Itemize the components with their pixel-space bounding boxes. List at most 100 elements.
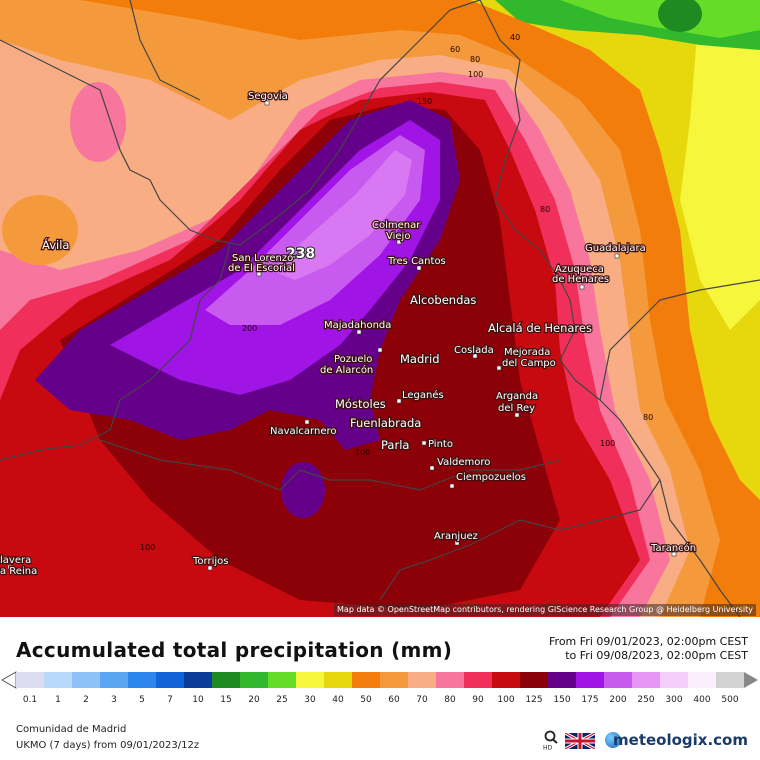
legend-tick-label: 90 (472, 695, 484, 705)
legend-swatches (1, 671, 758, 689)
contour-label: 100 (600, 439, 615, 448)
legend-swatch (688, 672, 717, 688)
city-label-valdemoro: Valdemoro (437, 457, 490, 468)
legend-tick-label: 500 (721, 695, 738, 705)
legend-swatch (240, 672, 269, 688)
city-label-a-reina: a Reina (0, 566, 37, 577)
legend-tick-label: 175 (581, 695, 598, 705)
legend-arrow-right (744, 672, 758, 688)
legend-swatch (548, 672, 577, 688)
legend-swatch (212, 672, 241, 688)
precip-band-250 (270, 150, 412, 280)
city-label-san-lorenzo: San Lorenzo (232, 253, 293, 264)
legend-tick-label: 300 (665, 695, 682, 705)
city-label-pozuelo: Pozuelo (334, 354, 372, 365)
city-label-de-henares: de Henares (552, 274, 609, 285)
legend-swatch (436, 672, 465, 688)
city-label-pinto: Pinto (428, 439, 453, 450)
map-attribution: Map data © OpenStreetMap contributors, r… (334, 604, 756, 616)
legend-swatch (604, 672, 633, 688)
legend-tick-label: 5 (139, 695, 145, 705)
precip-band-15 (658, 0, 702, 32)
city-label-viejo: Viejo (386, 231, 410, 242)
city-label-tarancon: Tarancón (650, 542, 696, 554)
legend-swatch (716, 672, 745, 688)
legend-swatch (576, 672, 605, 688)
city-label-coslada: Coslada (454, 345, 494, 356)
city-label-ciempozuelos: Ciempozuelos (456, 472, 526, 483)
legend-tick-label: 80 (444, 695, 456, 705)
city-label-alcobendas: Alcobendas (410, 293, 476, 307)
city-label-de-el-escorial: de El Escorial (228, 263, 295, 274)
legend-tick-label: 100 (497, 695, 514, 705)
period-from: From Fri 09/01/2023, 02:00pm CEST (549, 635, 748, 648)
legend-swatch (16, 672, 45, 688)
legend-swatch (268, 672, 297, 688)
legend-tick-label: 3 (111, 695, 117, 705)
contour-label: 80 (643, 413, 653, 422)
legend-tick-label: 15 (220, 695, 231, 705)
city-label-segovia: Segovia (248, 91, 288, 102)
legend-tick-label: 10 (192, 695, 204, 705)
contour-label: 150 (417, 97, 432, 106)
contour-label: 200 (242, 324, 257, 333)
contour-label: 100 (140, 543, 155, 552)
contour-label: 100 (468, 70, 483, 79)
city-label-del-campo: del Campo (502, 358, 556, 369)
region-label: Comunidad de Madrid (16, 724, 127, 735)
legend-swatch (324, 672, 353, 688)
city-label-arganda: Arganda (496, 391, 538, 402)
city-label-torrijos: Torrijos (192, 556, 228, 567)
legend-tick-label: 1 (55, 695, 61, 705)
precip-band-80c (2, 195, 78, 265)
legend-swatch (184, 672, 213, 688)
legend-swatch (128, 672, 157, 688)
admin-borders (0, 0, 760, 617)
city-label-guadalajara: Guadalajara (585, 243, 646, 254)
legend-tick-label: 25 (276, 695, 287, 705)
uk-flag-icon[interactable] (564, 731, 596, 751)
city-label-mostoles: Móstoles (335, 397, 386, 411)
legend-swatch (296, 672, 325, 688)
legend-swatch (352, 672, 381, 688)
legend-tick-label: 40 (332, 695, 344, 705)
legend-tick-label: 7 (167, 695, 173, 705)
contour-label: 100 (355, 448, 370, 457)
city-label-del-rey: del Rey (498, 403, 535, 414)
legend-tick-label: 70 (416, 695, 428, 705)
city-label-colmenar: Colmenar (372, 220, 421, 231)
precipitation-map[interactable]: 60 40 80 100 150 200 80 80 100 100 100 2… (0, 0, 760, 617)
city-label-de-alarcon: de Alarcón (320, 364, 373, 376)
precip-band-150b (281, 462, 325, 518)
legend-tick-label: 200 (609, 695, 626, 705)
legend-swatch (660, 672, 689, 688)
legend-swatch (156, 672, 185, 688)
legend-tick-label: 60 (388, 695, 400, 705)
legend-swatch (380, 672, 409, 688)
legend-tick-label: 250 (637, 695, 654, 705)
contour-label: 80 (470, 55, 480, 64)
city-label-alcala-de-henares: Alcalá de Henares (488, 321, 592, 335)
city-label-lavera: lavera (0, 555, 31, 566)
page-title: Accumulated total precipitation (mm) (16, 638, 453, 662)
legend-swatch (492, 672, 521, 688)
legend-swatch (72, 672, 101, 688)
legend-swatch (44, 672, 73, 688)
city-label-fuenlabrada: Fuenlabrada (350, 416, 421, 430)
city-markers (7, 100, 677, 571)
search-icon[interactable]: HD (543, 730, 559, 752)
legend-swatch (464, 672, 493, 688)
city-label-avila: Ávila (42, 237, 69, 252)
period-to: to Fri 09/08/2023, 02:00pm CEST (565, 649, 748, 662)
max-value-label: 238 (286, 246, 315, 262)
legend-swatch (520, 672, 549, 688)
legend-tick-label: 0.1 (23, 695, 37, 705)
city-label-aranjuez: Aranjuez (434, 531, 478, 542)
color-legend: 0.1 1 2 3 5 7 10 15 20 25 30 40 50 60 70 80 90 100 125 150 1… (1, 671, 758, 705)
legend-swatch (100, 672, 129, 688)
city-label-navalcarnero: Navalcarnero (270, 426, 337, 437)
city-label-parla: Parla (381, 438, 409, 452)
legend-tick-label: 2 (83, 695, 89, 705)
city-label-tres-cantos: Tres Cantos (387, 256, 446, 267)
brand-link[interactable]: meteologix.com (613, 731, 748, 749)
